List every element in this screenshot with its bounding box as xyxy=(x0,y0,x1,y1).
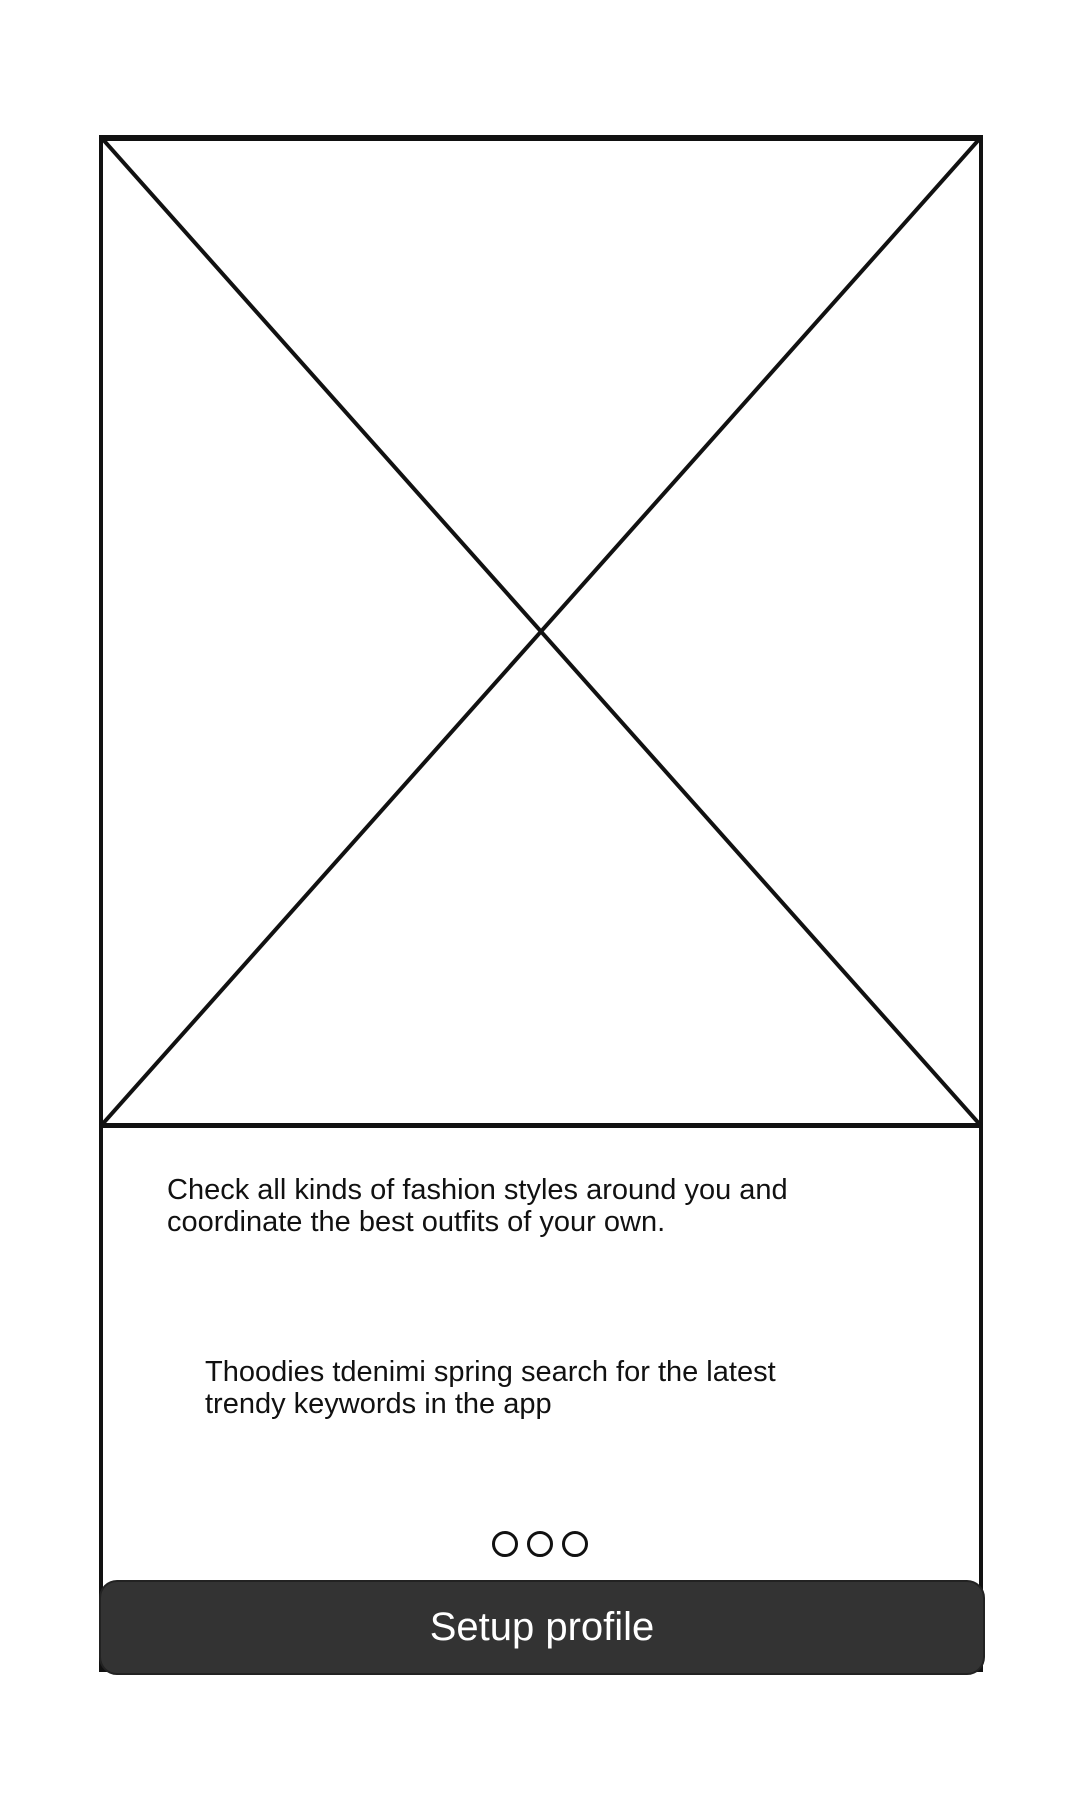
page-dot-2[interactable] xyxy=(527,1531,553,1557)
image-placeholder xyxy=(99,135,983,1128)
page-dot-1[interactable] xyxy=(492,1531,518,1557)
page-dot-3[interactable] xyxy=(562,1531,588,1557)
trending-keywords-text: Thoodies tdenimi spring search for the l… xyxy=(205,1356,925,1420)
image-placeholder-icon xyxy=(99,135,983,1128)
description-line-1: Check all kinds of fashion styles around… xyxy=(167,1174,788,1206)
page-indicator xyxy=(492,1531,588,1557)
description-line-2: coordinate the best outfits of your own. xyxy=(167,1206,666,1238)
onboarding-description: Check all kinds of fashion styles around… xyxy=(167,1174,927,1238)
keywords-line-2: trendy keywords in the app xyxy=(205,1388,552,1420)
keywords-line-1: Thoodies tdenimi spring search for the l… xyxy=(205,1356,776,1388)
setup-profile-button[interactable]: Setup profile xyxy=(99,1580,985,1675)
